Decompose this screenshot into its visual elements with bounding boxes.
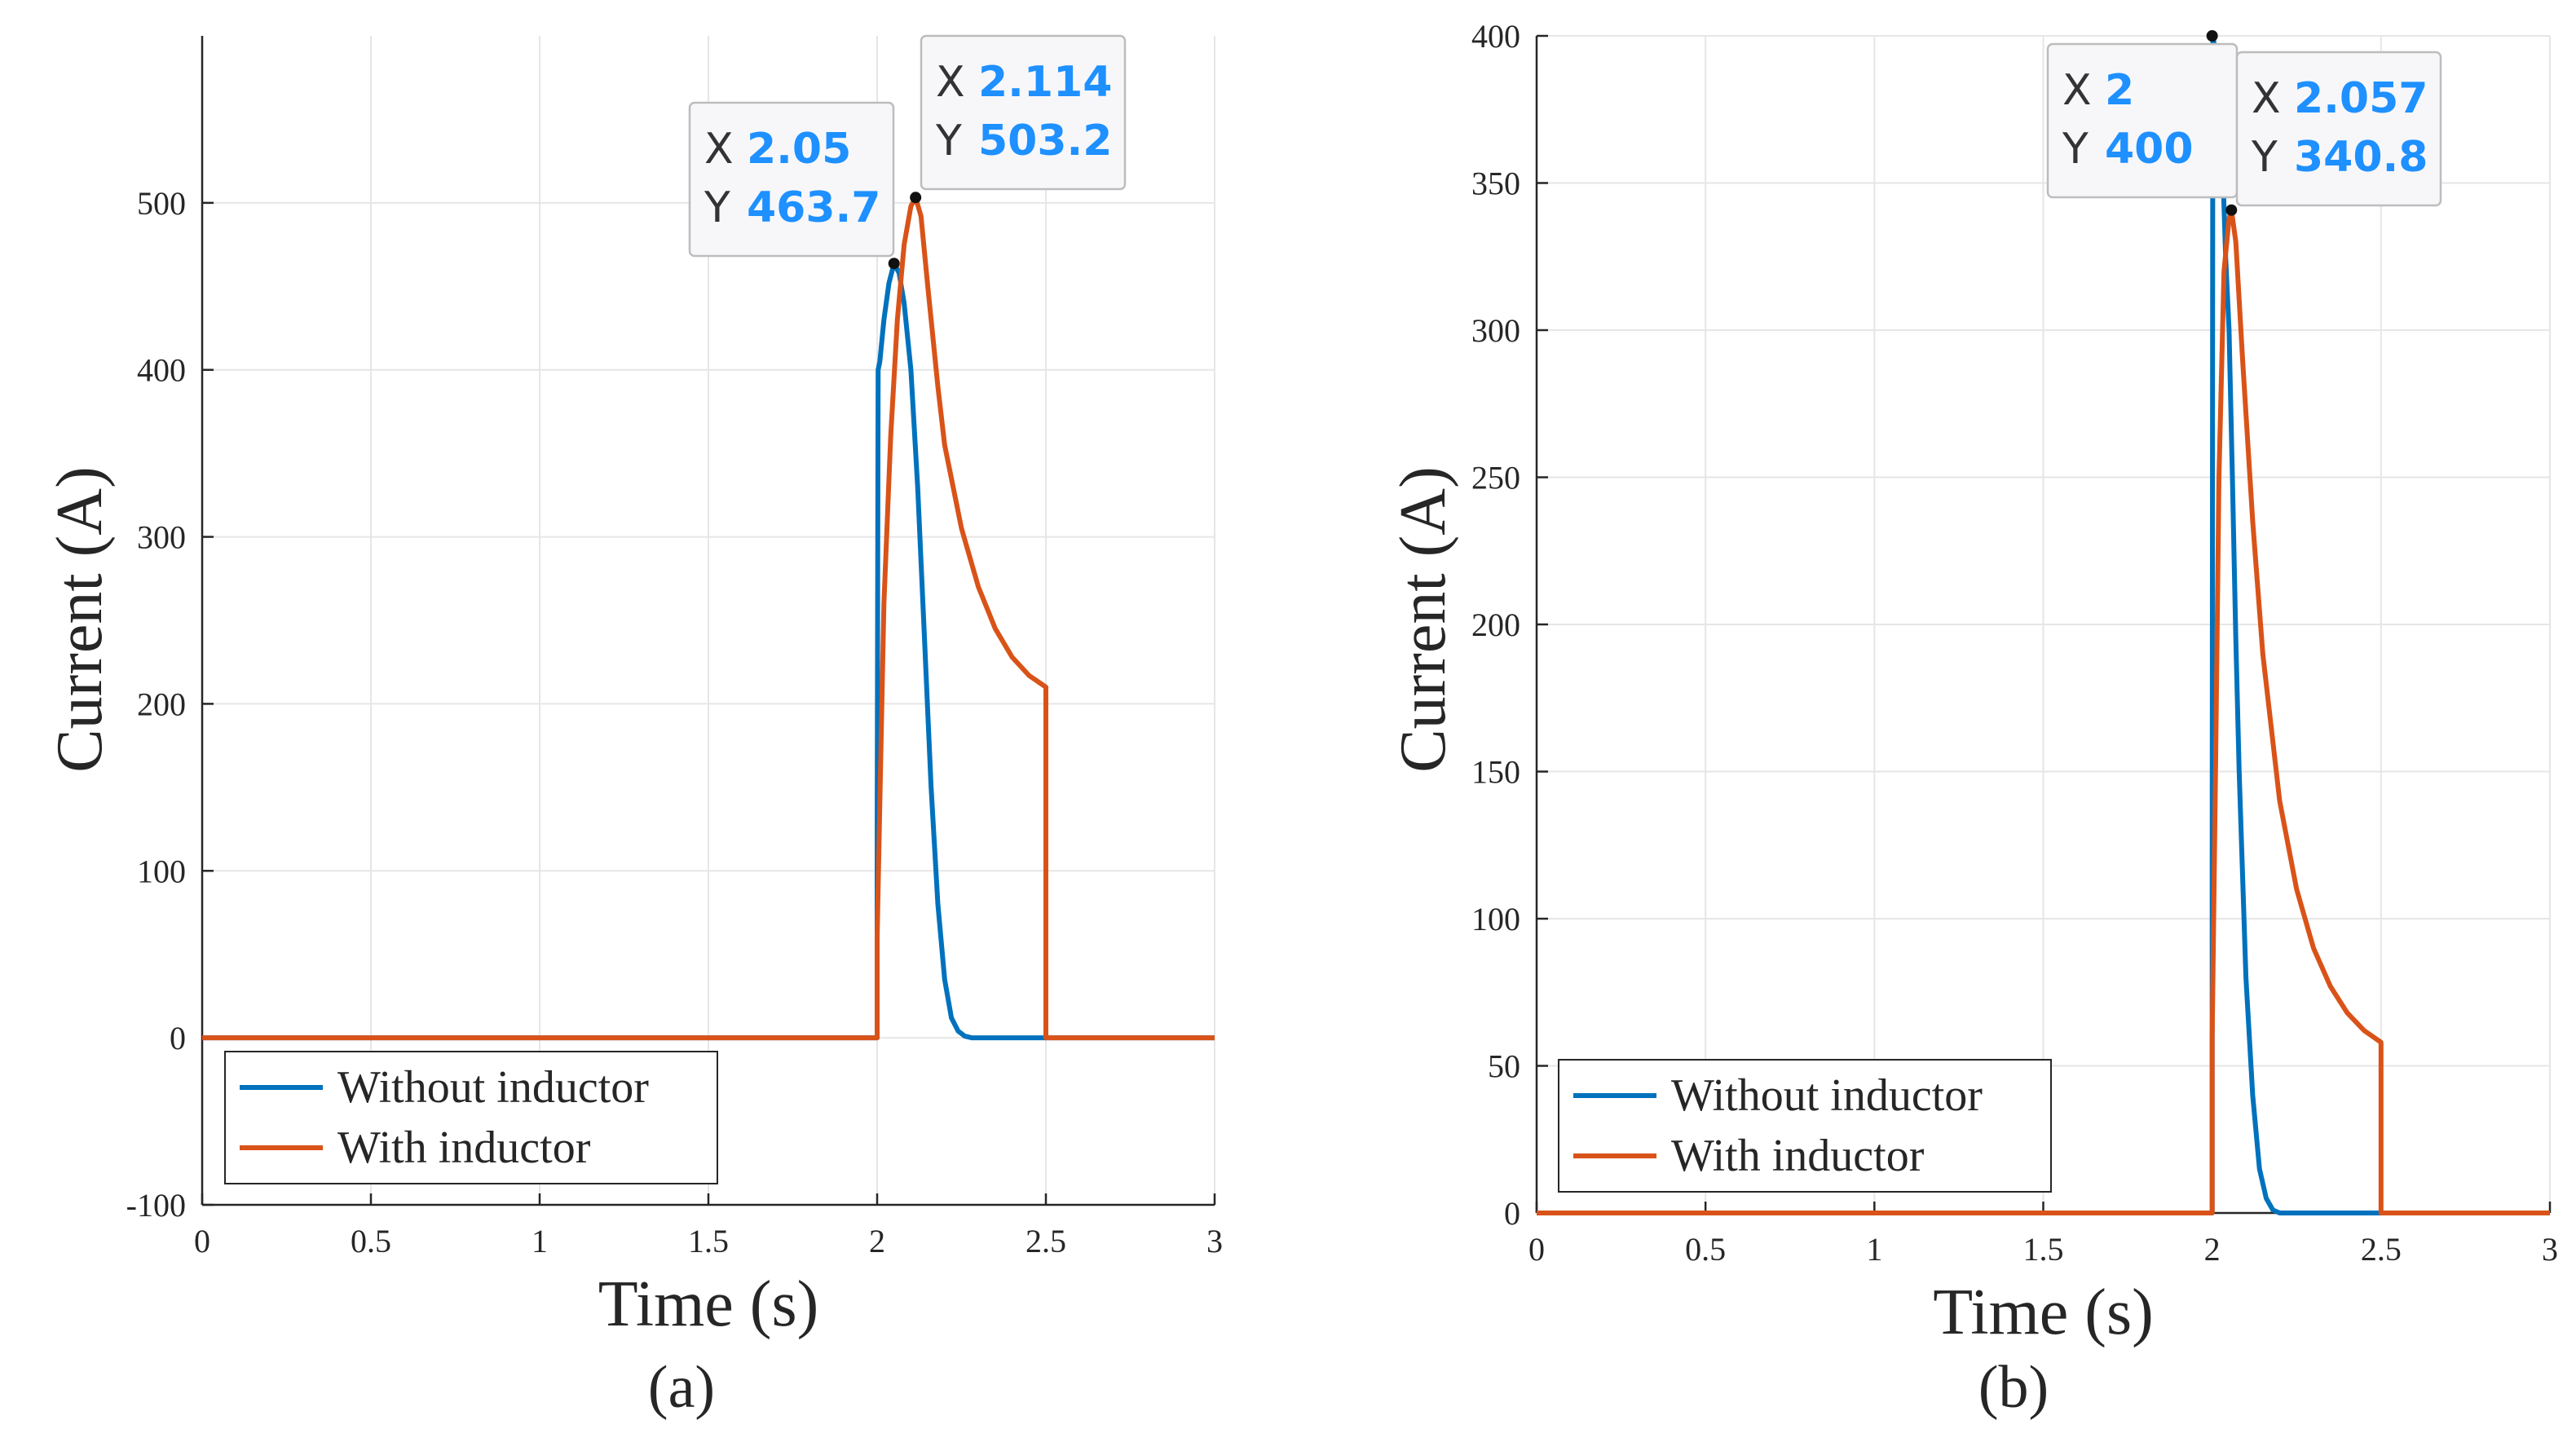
- legend-box: [224, 1051, 718, 1184]
- x-tick-label: 2: [2204, 1231, 2221, 1268]
- x-tick-label: 0: [194, 1223, 210, 1259]
- datatip-x-value: 2.05: [747, 125, 851, 174]
- series-line-with-inductor: [202, 195, 1215, 1041]
- x-tick-label: 1: [1866, 1231, 1882, 1268]
- legend-label: With inductor: [337, 1122, 591, 1173]
- x-tick-label: 3: [1206, 1223, 1223, 1259]
- y-tick-label: 500: [137, 185, 186, 222]
- datatip-y-value: 340.8: [2294, 133, 2428, 182]
- y-tick-label: 300: [1471, 312, 1520, 349]
- datatip-x-key: X: [704, 125, 734, 174]
- x-tick-label: 0: [1528, 1231, 1545, 1268]
- x-tick-label: 1.5: [2023, 1231, 2064, 1268]
- y-tick-label: 400: [137, 352, 186, 389]
- y-tick-label: 400: [1471, 18, 1520, 55]
- x-tick-label: 1.5: [688, 1223, 729, 1259]
- datatip-marker: [2225, 204, 2238, 216]
- y-tick-label: -100: [126, 1187, 186, 1224]
- y-tick-label: 200: [137, 686, 186, 722]
- legend-box: [1558, 1059, 2052, 1193]
- y-tick-label: 100: [1471, 901, 1520, 937]
- y-tick-label: 50: [1488, 1048, 1520, 1085]
- legend-label: With inductor: [1671, 1131, 1925, 1181]
- datatip-x-key: X: [936, 58, 965, 107]
- x-tick-label: 2.5: [1026, 1223, 1066, 1259]
- datatip-x-value: 2: [2105, 66, 2134, 115]
- y-tick-label: 100: [137, 853, 186, 889]
- x-tick-label: 0.5: [1685, 1231, 1726, 1268]
- datatip-y-value: 503.2: [978, 117, 1112, 165]
- datatip-y-key: Y: [704, 183, 730, 232]
- legend-label: Without inductor: [337, 1062, 649, 1113]
- datatip-y-key: Y: [935, 117, 962, 165]
- y-tick-label: 150: [1471, 754, 1520, 791]
- y-tick-label: 0: [1504, 1195, 1520, 1232]
- y-tick-label: 350: [1471, 165, 1520, 202]
- panel-label: (b): [1978, 1354, 2049, 1421]
- datatip-y-key: Y: [2062, 125, 2089, 174]
- panel-label: (a): [648, 1354, 715, 1421]
- series-line-without-inductor: [202, 261, 1215, 1041]
- datatip-y-value: 463.7: [747, 183, 880, 232]
- series-line-with-inductor: [1537, 207, 2550, 1215]
- datatip-x-key: X: [2252, 74, 2281, 123]
- x-axis-title: Time (s): [598, 1268, 818, 1340]
- y-tick-label: 300: [137, 519, 186, 556]
- datatip-box: [688, 101, 895, 258]
- datatip-box: [920, 34, 1127, 191]
- datatip-x-value: 2.114: [978, 58, 1112, 107]
- datatip-x-value: 2.057: [2294, 74, 2428, 123]
- datatip-box: [2235, 51, 2442, 207]
- legend-label: Without inductor: [1671, 1070, 1983, 1121]
- y-tick-label: 0: [170, 1020, 186, 1056]
- datatip-marker: [910, 192, 922, 204]
- datatip-marker: [888, 258, 900, 270]
- y-axis-title: Current (A): [44, 466, 116, 772]
- datatip-marker: [2206, 30, 2218, 42]
- datatip-y-key: Y: [2251, 133, 2278, 182]
- y-axis-title: Current (A): [1387, 466, 1459, 772]
- datatip-y-value: 400: [2105, 125, 2194, 174]
- x-tick-label: 3: [2542, 1231, 2558, 1268]
- x-tick-label: 2: [869, 1223, 885, 1259]
- x-tick-label: 2.5: [2361, 1231, 2402, 1268]
- datatip-x-key: X: [2062, 66, 2092, 115]
- y-tick-label: 200: [1471, 606, 1520, 643]
- x-tick-label: 0.5: [351, 1223, 391, 1259]
- x-tick-label: 1: [532, 1223, 548, 1259]
- y-tick-label: 250: [1471, 460, 1520, 496]
- x-axis-title: Time (s): [1933, 1277, 2153, 1348]
